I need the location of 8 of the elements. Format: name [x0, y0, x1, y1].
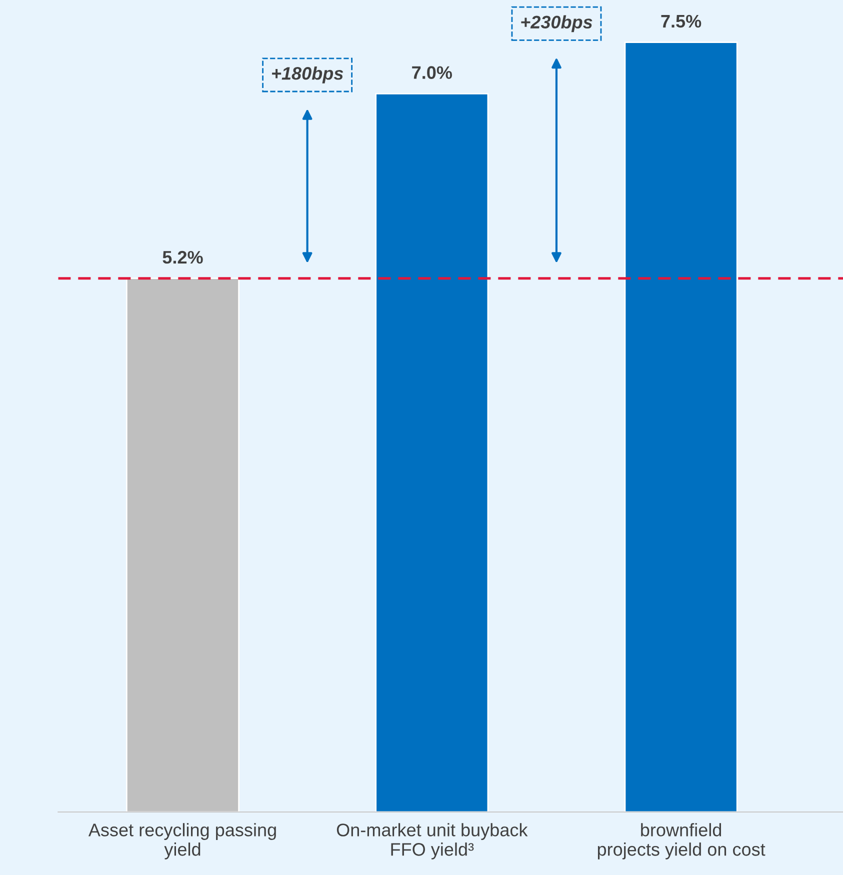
text: +230bps: [521, 15, 592, 32]
x-tick-label: brownfield projects yield on cost: [598, 823, 766, 860]
data-label: 5.2%: [162, 250, 203, 264]
x-tick-label: Asset recycling passing yield: [88, 823, 276, 860]
annotation: +180bps: [272, 66, 344, 84]
data-label: 7.5%: [661, 14, 702, 28]
data-label: 7.0%: [412, 66, 452, 79]
x-tick-label: On-market unit buyback FFO yield³: [336, 823, 528, 860]
